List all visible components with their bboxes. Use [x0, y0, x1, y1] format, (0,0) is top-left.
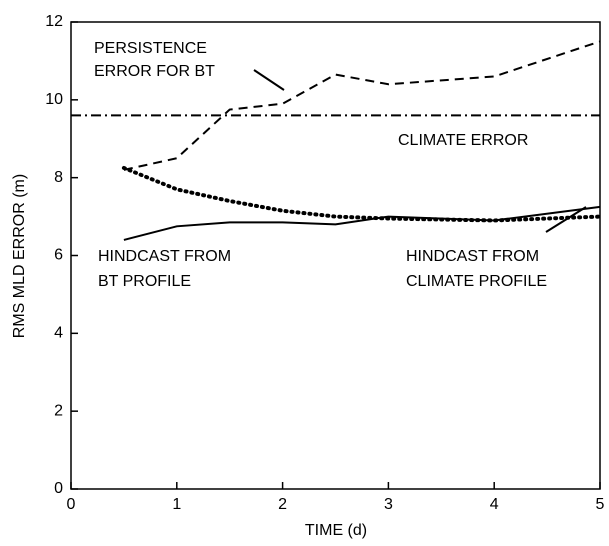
annotation: CLIMATE ERROR — [398, 132, 528, 149]
y-tick-label: 10 — [45, 91, 63, 108]
y-tick-label: 8 — [54, 169, 63, 186]
y-tick-label: 6 — [54, 247, 63, 264]
leader-line — [545, 206, 587, 233]
x-tick-label: 2 — [278, 496, 287, 513]
annotation: PERSISTENCE — [94, 40, 207, 57]
y-tick-label: 12 — [45, 13, 63, 30]
y-axis-label: RMS MLD ERROR (m) — [11, 174, 28, 338]
x-tick-label: 5 — [596, 496, 605, 513]
x-tick-label: 4 — [490, 496, 499, 513]
annotation: CLIMATE PROFILE — [406, 273, 547, 290]
annotation: BT PROFILE — [98, 273, 191, 290]
y-tick-label: 2 — [54, 402, 63, 419]
annotation: HINDCAST FROM — [406, 248, 539, 265]
series-line — [121, 165, 602, 223]
y-tick-label: 4 — [54, 325, 63, 342]
annotation: ERROR FOR BT — [94, 63, 215, 80]
x-tick-label: 3 — [384, 496, 393, 513]
series-line — [123, 205, 601, 241]
y-tick-label: 0 — [54, 480, 63, 497]
x-axis-label: TIME (d) — [305, 522, 367, 539]
leader-line — [253, 69, 285, 91]
x-tick-label: 1 — [172, 496, 181, 513]
series-line — [123, 40, 601, 171]
annotation: HINDCAST FROM — [98, 248, 231, 265]
x-tick-label: 0 — [67, 496, 76, 513]
